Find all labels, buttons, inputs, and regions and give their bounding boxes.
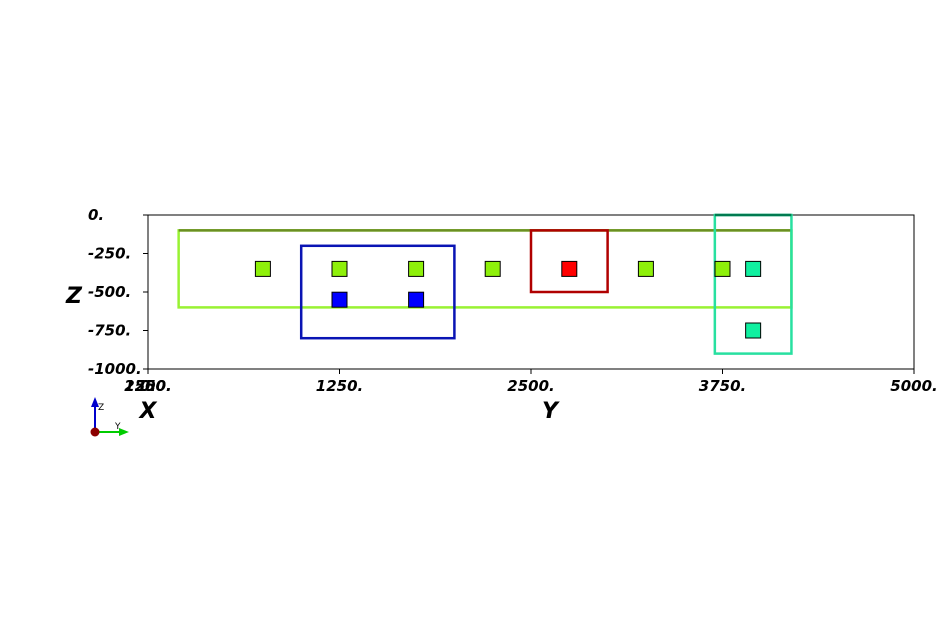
z-axis-title: Z <box>65 284 83 309</box>
x-overlap-tick-label-1: 2500. <box>124 377 171 395</box>
point-marker-5 <box>561 260 578 277</box>
region-rect-2 <box>299 244 456 340</box>
point-marker-10 <box>408 291 425 308</box>
x-tick-label-2: 1250. <box>316 377 363 395</box>
triad-x-origin <box>90 427 100 437</box>
x-axis-title-y: Y <box>542 399 560 424</box>
point-marker-7 <box>714 260 731 277</box>
x-overlap-tick-label-2: 1250. <box>124 377 171 395</box>
point-marker-4 <box>484 260 501 277</box>
point-marker-6 <box>637 260 654 277</box>
z-tick-label-2: -250. <box>88 245 131 263</box>
point-marker-1 <box>254 260 271 277</box>
chart-marks <box>177 213 793 355</box>
orientation-triad-icon: ZY <box>90 397 129 437</box>
x-tick-label-3: 2500. <box>507 377 554 395</box>
x-tick-label-5: 5000. <box>890 377 937 395</box>
z-tick-label-4: -750. <box>88 322 131 340</box>
x-tick-label-1: 0. <box>140 377 156 395</box>
region-rect-3 <box>529 229 609 294</box>
triad-y-label: Y <box>114 422 121 432</box>
point-marker-9 <box>331 291 348 308</box>
x-axis-title-x: X <box>138 399 158 424</box>
point-marker-2 <box>331 260 348 277</box>
point-marker-3 <box>408 260 425 277</box>
z-tick-label-1: 0. <box>88 206 104 224</box>
triad-z-arrowhead <box>91 397 99 407</box>
x-tick-label-4: 3750. <box>699 377 746 395</box>
point-marker-8 <box>745 260 762 277</box>
x-overlap-tick-label-3: 0. <box>140 377 156 395</box>
axes: 0. 1250. 2500. 3750. 5000.2500.1250.0.0.-250… <box>65 206 938 424</box>
triad-y-arrowhead <box>119 428 129 436</box>
point-marker-11 <box>745 322 762 339</box>
z-tick-label-3: -500. <box>88 283 131 301</box>
z-tick-label-5: -1000. <box>88 360 142 378</box>
triad-z-label: Z <box>98 403 104 413</box>
